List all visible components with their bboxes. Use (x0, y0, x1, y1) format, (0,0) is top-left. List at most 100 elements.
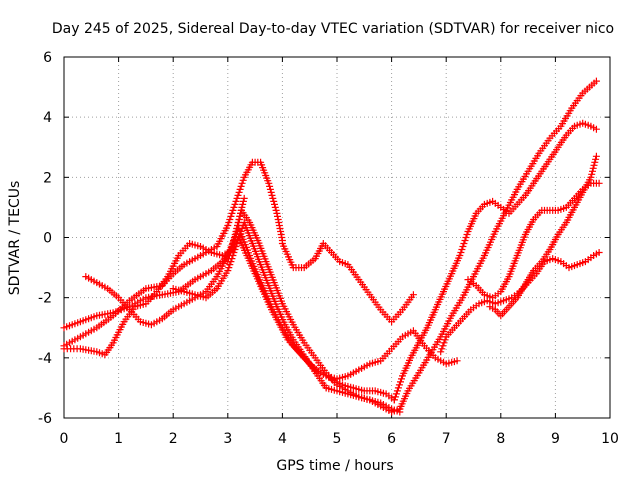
data-point (441, 336, 449, 344)
data-point (239, 197, 247, 205)
data-point (234, 191, 242, 199)
data-point (271, 203, 279, 211)
data-point (589, 164, 597, 172)
data-point (591, 158, 599, 166)
data-point (227, 212, 235, 220)
x-tick-label: 6 (387, 431, 396, 447)
x-tick-label: 2 (169, 431, 178, 447)
data-point (590, 161, 598, 169)
data-point (228, 243, 236, 250)
data-point (459, 243, 467, 250)
x-tick-labels: 0 1 2 3 4 5 6 7 8 9 10 (60, 431, 619, 447)
data-point (270, 197, 278, 205)
y-axis-label: SDTVAR / TECUs (7, 181, 23, 296)
data-point (232, 197, 240, 205)
data-point (268, 191, 276, 199)
data-point (228, 209, 236, 217)
data-point (592, 155, 600, 163)
data-point (225, 219, 233, 226)
data-point (227, 246, 235, 253)
y-tick-label: 2 (43, 170, 52, 186)
data-point (396, 408, 404, 416)
data-point (460, 240, 468, 247)
data-point (229, 240, 237, 247)
data-point (437, 348, 445, 356)
data-point (595, 179, 603, 187)
x-tick-label: 0 (60, 431, 69, 447)
data-point (233, 225, 241, 232)
data-point (398, 375, 405, 383)
x-tick-label: 9 (551, 431, 560, 447)
data-point (239, 176, 247, 184)
data-point (592, 125, 600, 133)
data-point (226, 249, 234, 256)
data-point (231, 231, 239, 238)
data-point (456, 252, 464, 259)
data-point (392, 390, 400, 398)
data-point (226, 216, 234, 223)
data-point (266, 185, 274, 193)
x-tick-label: 1 (114, 431, 123, 447)
grid-lines (64, 57, 610, 418)
data-point (225, 255, 233, 263)
data-point (391, 393, 399, 401)
data-point (230, 237, 237, 244)
data-point (587, 173, 595, 181)
data-point (235, 188, 243, 196)
data-point (229, 206, 237, 214)
data-point (236, 212, 244, 220)
data-point (453, 357, 461, 365)
data-point (225, 252, 233, 259)
data-point (463, 231, 471, 238)
data-point (234, 222, 241, 229)
data-point (232, 228, 240, 235)
data-point (397, 378, 404, 386)
data-point (439, 342, 447, 350)
data-point (234, 219, 242, 226)
data-point (224, 222, 232, 229)
data-point (236, 185, 244, 193)
data-point (395, 381, 403, 389)
data-point (231, 200, 239, 208)
y-tick-label: -2 (38, 291, 52, 307)
x-tick-label: 8 (496, 431, 505, 447)
data-point (274, 212, 281, 220)
data-point (438, 345, 446, 353)
data-point (440, 339, 448, 347)
data-point (458, 246, 466, 253)
data-point (461, 237, 469, 244)
data-points (60, 77, 603, 416)
data-point (224, 258, 232, 266)
data-point (235, 216, 243, 223)
data-point (237, 209, 244, 217)
data-point (272, 206, 280, 214)
data-point (230, 234, 238, 241)
data-point (592, 77, 600, 85)
y-tick-label: 4 (43, 110, 52, 126)
x-tick-label: 7 (442, 431, 451, 447)
data-point (271, 200, 278, 208)
y-tick-label: 6 (43, 50, 52, 66)
data-point (267, 188, 275, 196)
data-point (233, 194, 241, 202)
y-tick-label: 0 (43, 231, 52, 247)
data-point (224, 267, 232, 275)
data-point (390, 396, 398, 404)
data-point (595, 249, 603, 256)
data-point (393, 387, 401, 395)
data-point (230, 203, 238, 211)
data-point (592, 152, 600, 160)
x-tick-label: 4 (278, 431, 287, 447)
y-tick-label: -6 (38, 411, 52, 427)
data-point (238, 203, 246, 211)
data-point (237, 206, 245, 214)
data-point (265, 179, 273, 187)
data-point (409, 291, 417, 299)
data-point (225, 264, 233, 272)
data-point (240, 194, 248, 202)
data-point (589, 167, 596, 175)
data-point (588, 170, 596, 178)
data-point (239, 200, 247, 208)
y-tick-label: -4 (38, 351, 52, 367)
